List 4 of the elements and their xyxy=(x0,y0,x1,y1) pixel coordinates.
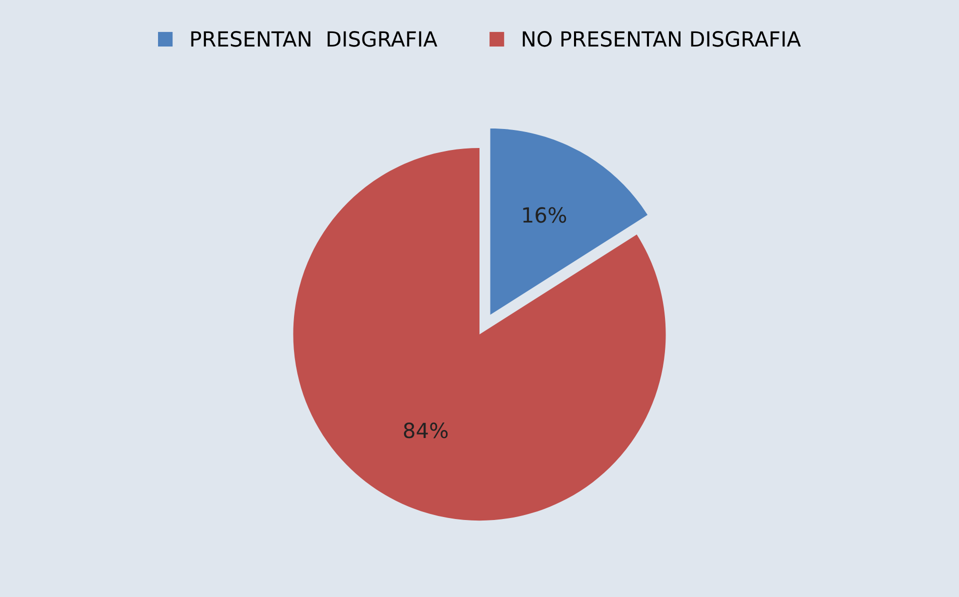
legend-label: NO PRESENTAN DISGRAFIA xyxy=(522,31,801,47)
data-label: 84% xyxy=(404,422,448,438)
legend-label: PRESENTAN DISGRAFIA xyxy=(191,31,438,47)
data-label: 16% xyxy=(523,207,566,223)
